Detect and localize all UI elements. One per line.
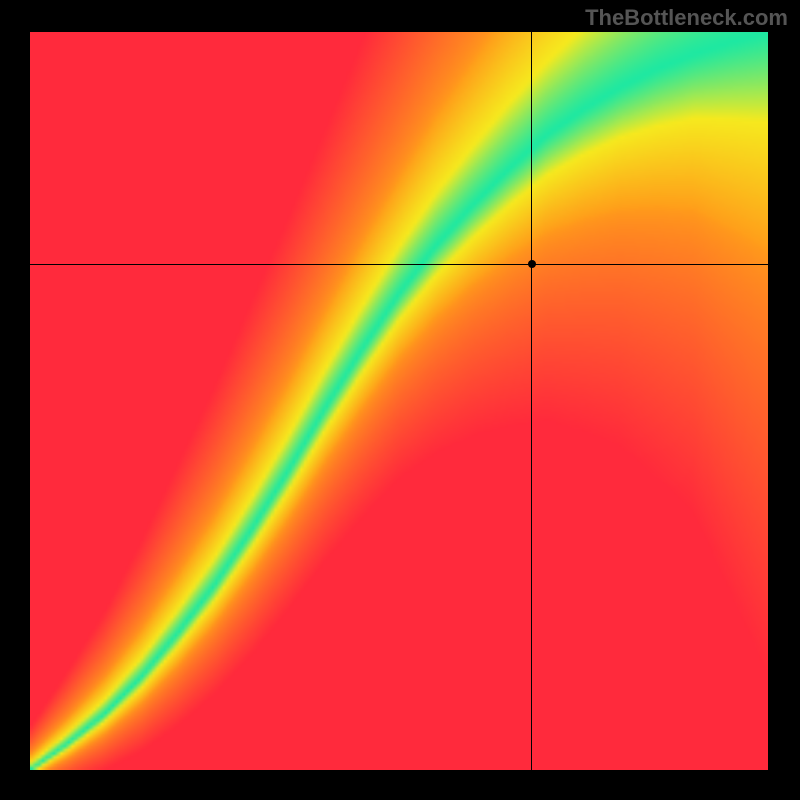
crosshair-point [528,260,536,268]
bottleneck-heatmap [30,32,768,770]
watermark-text: TheBottleneck.com [585,5,788,31]
chart-frame: TheBottleneck.com [0,0,800,800]
crosshair-vertical [531,32,532,770]
crosshair-horizontal [30,264,768,265]
